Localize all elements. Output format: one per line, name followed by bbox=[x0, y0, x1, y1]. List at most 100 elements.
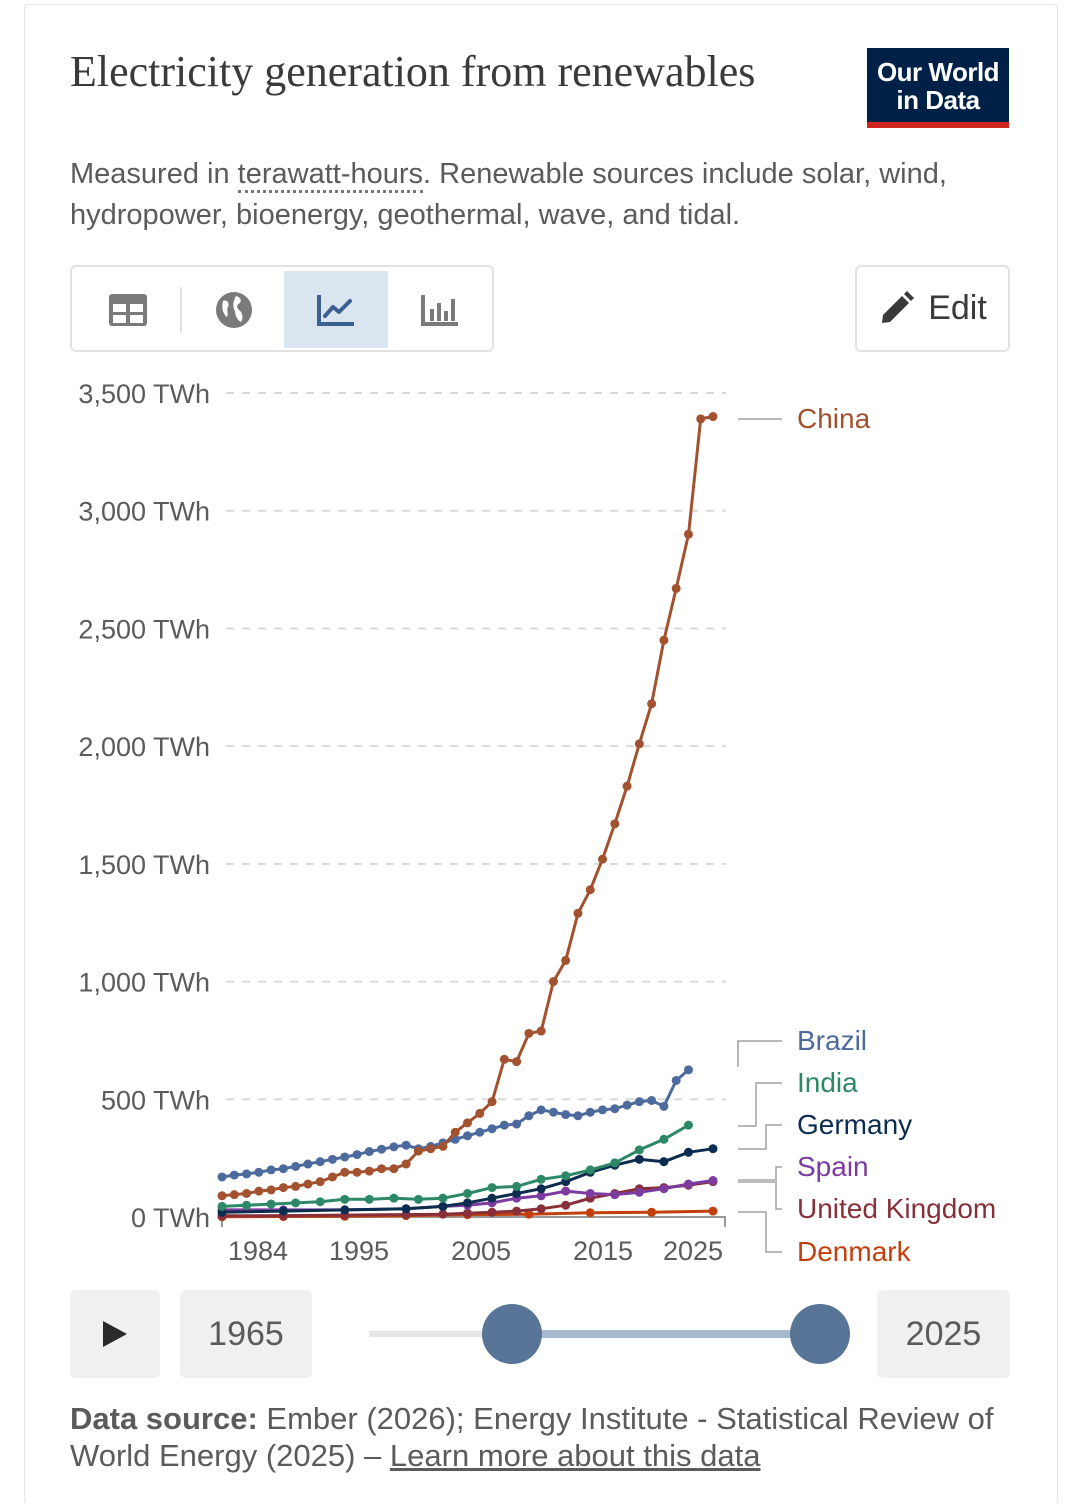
line-chart-icon bbox=[317, 294, 354, 326]
data-point bbox=[229, 1170, 239, 1180]
data-point bbox=[340, 1152, 350, 1162]
legend-label-india: India bbox=[797, 1067, 858, 1098]
y-tick-label: 2,500 TWh bbox=[78, 614, 210, 644]
source-text: Ember (2026); Energy Institute - Statist… bbox=[70, 1401, 994, 1473]
data-point bbox=[622, 1100, 632, 1110]
learn-more-link[interactable]: Learn more about this data bbox=[389, 1438, 761, 1473]
data-point bbox=[475, 1108, 485, 1118]
data-point bbox=[585, 885, 595, 895]
legend-label-brazil: Brazil bbox=[797, 1025, 867, 1056]
y-tick-label: 1,500 TWh bbox=[78, 850, 210, 880]
y-tick-label: 1,000 TWh bbox=[78, 968, 210, 998]
timeline-start-handle[interactable] bbox=[482, 1304, 542, 1364]
data-point bbox=[463, 1131, 472, 1141]
data-point bbox=[634, 1154, 644, 1164]
x-tick-label: 1984 bbox=[228, 1236, 288, 1266]
data-point bbox=[217, 1191, 227, 1201]
edit-button[interactable]: Edit bbox=[855, 265, 1010, 352]
data-point bbox=[536, 1026, 546, 1036]
data-point bbox=[315, 1177, 325, 1187]
bar-chart-icon bbox=[421, 294, 458, 326]
table-icon bbox=[109, 293, 147, 326]
data-point bbox=[708, 1176, 718, 1186]
data-point bbox=[708, 412, 718, 422]
data-point bbox=[573, 1111, 583, 1121]
data-point bbox=[315, 1197, 325, 1207]
data-point bbox=[683, 529, 693, 539]
data-point bbox=[438, 1209, 448, 1219]
data-point bbox=[647, 1095, 657, 1105]
series-brazil bbox=[217, 1065, 693, 1182]
pencil-icon bbox=[882, 290, 915, 323]
data-point bbox=[708, 1144, 718, 1154]
x-tick-label: 1995 bbox=[329, 1236, 389, 1266]
data-point bbox=[364, 1147, 374, 1157]
tab-table[interactable] bbox=[76, 271, 180, 348]
data-point bbox=[278, 1164, 288, 1174]
data-point bbox=[389, 1164, 399, 1174]
timeline-start-year[interactable]: 1965 bbox=[180, 1290, 312, 1378]
data-point bbox=[659, 1134, 669, 1144]
data-point bbox=[659, 1101, 669, 1111]
tab-map[interactable] bbox=[182, 271, 286, 348]
data-point bbox=[683, 1065, 693, 1075]
data-point bbox=[585, 1208, 595, 1218]
legend-label-spain: Spain bbox=[797, 1151, 869, 1182]
data-point bbox=[561, 1110, 571, 1120]
tab-bar-chart[interactable] bbox=[388, 271, 492, 348]
data-point bbox=[512, 1206, 522, 1216]
data-point bbox=[266, 1199, 276, 1209]
data-point bbox=[548, 1107, 558, 1117]
data-point bbox=[487, 1183, 497, 1193]
data-point bbox=[413, 1146, 423, 1156]
data-point bbox=[536, 1184, 546, 1194]
unit-link[interactable]: terawatt-hours bbox=[237, 158, 424, 193]
source-label: Data source: bbox=[70, 1401, 258, 1436]
tab-separator bbox=[180, 287, 182, 333]
timeline-selected-range[interactable] bbox=[512, 1330, 820, 1338]
legend-connector bbox=[738, 1211, 782, 1253]
view-tabs bbox=[70, 265, 494, 352]
data-point bbox=[463, 1208, 472, 1218]
play-button[interactable] bbox=[70, 1290, 160, 1378]
legend-label-germany: Germany bbox=[797, 1109, 912, 1140]
series-china bbox=[217, 412, 718, 1201]
timeline-end-handle[interactable] bbox=[790, 1304, 850, 1364]
data-point bbox=[622, 781, 632, 791]
data-point bbox=[278, 1206, 288, 1216]
data-point bbox=[634, 1097, 644, 1107]
data-point bbox=[278, 1183, 288, 1193]
legend-connector bbox=[738, 1082, 782, 1127]
data-point bbox=[389, 1142, 399, 1152]
data-point bbox=[499, 1120, 509, 1130]
data-point bbox=[536, 1191, 546, 1201]
subtitle-prefix: Measured in bbox=[70, 158, 238, 190]
y-tick-label: 3,500 TWh bbox=[78, 379, 210, 409]
chart-title: Electricity generation from renewables bbox=[70, 47, 756, 96]
data-point bbox=[364, 1194, 374, 1204]
legend-label-denmark: Denmark bbox=[797, 1236, 912, 1267]
data-point bbox=[536, 1174, 546, 1184]
data-point bbox=[438, 1141, 448, 1151]
series-line bbox=[221, 415, 714, 1198]
data-point bbox=[524, 1111, 534, 1121]
data-point bbox=[647, 1207, 657, 1217]
timeline-end-year[interactable]: 2025 bbox=[877, 1290, 1010, 1378]
data-point bbox=[561, 1171, 571, 1181]
data-point bbox=[438, 1201, 448, 1211]
data-point bbox=[291, 1181, 301, 1191]
data-point bbox=[377, 1164, 387, 1174]
play-icon bbox=[103, 1321, 127, 1347]
chart-card bbox=[24, 4, 1058, 1505]
data-point bbox=[671, 583, 681, 593]
owid-logo[interactable]: Our World in Data bbox=[867, 48, 1009, 128]
data-point bbox=[659, 1184, 669, 1194]
data-point bbox=[671, 1075, 681, 1085]
edit-label: Edit bbox=[928, 289, 987, 327]
data-point bbox=[561, 1186, 571, 1196]
data-point bbox=[340, 1194, 350, 1204]
data-point bbox=[524, 1028, 534, 1038]
data-point bbox=[610, 819, 620, 829]
tab-line-chart[interactable] bbox=[284, 271, 388, 348]
legend-connector bbox=[738, 1180, 782, 1210]
